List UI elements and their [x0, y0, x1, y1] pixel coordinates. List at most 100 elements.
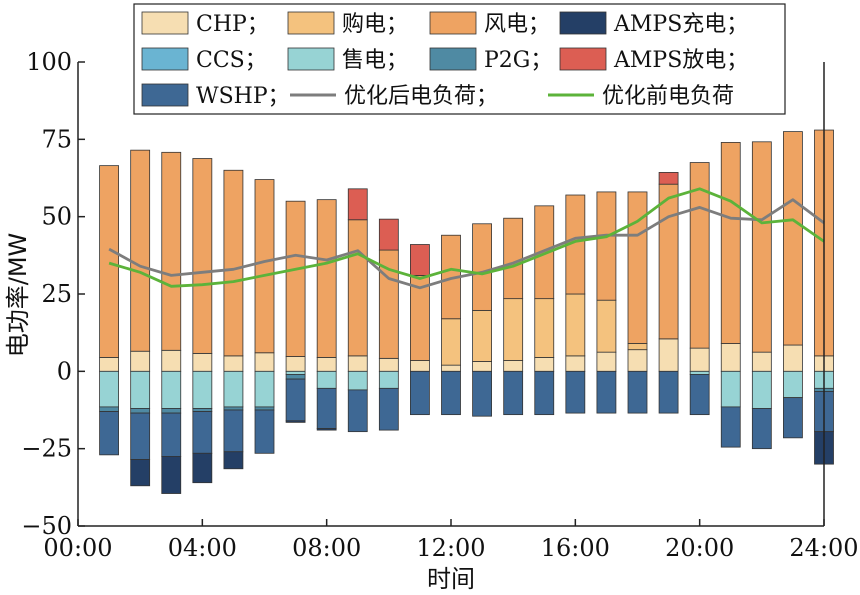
bar-segment-sell: [161, 370, 182, 409]
bar-segment-wind: [596, 191, 617, 301]
bar-segment-wshp: [347, 389, 368, 433]
bar-segment-wind: [192, 158, 213, 354]
bar-segment-p2g: [223, 406, 244, 411]
bar-segment-chp: [689, 347, 710, 372]
bar-segment-p2g: [99, 406, 119, 412]
y-tick-label: 50: [41, 203, 72, 231]
bar-segment-amps_discharge: [347, 188, 368, 221]
legend-label: WSHP；: [196, 84, 290, 109]
bar-segment-p2g: [130, 408, 151, 414]
bar-segment-wind: [316, 199, 337, 358]
bar-segment-sell: [347, 370, 368, 391]
legend-swatch: [559, 47, 607, 71]
bar-segment-wind: [161, 151, 182, 351]
bar-segment-chp: [192, 352, 213, 372]
y-tick-label: 75: [41, 125, 72, 153]
bar-segment-wind: [254, 179, 275, 354]
legend-label: AMPS充电；: [613, 12, 748, 37]
bar-segment-wind: [99, 165, 119, 358]
bar-segment-chp: [99, 357, 119, 372]
bar-segment-wshp: [565, 370, 586, 414]
legend: CHP； 购电； 风电； AMPS充电； CCS； 售电； P2G； AMPS放电； WSHP；…: [133, 3, 786, 115]
bar-segment-wshp: [254, 409, 275, 454]
bar-segment-sell: [751, 370, 772, 409]
bar-segment-amps_charge: [223, 451, 244, 470]
bar-segment-wind: [534, 205, 555, 300]
legend-label: 风电；: [484, 12, 550, 37]
bar-segment-sell: [223, 370, 244, 408]
bar-segment-wind: [658, 183, 679, 340]
bar-segment-p2g: [285, 374, 306, 380]
bar-segment-chp: [783, 344, 803, 372]
bar-segment-wshp: [783, 397, 803, 439]
legend-swatch: [429, 47, 477, 71]
legend-swatch: [287, 11, 335, 35]
bar-segment-chp: [347, 355, 368, 372]
bar-segment-amps_discharge: [378, 218, 399, 251]
bar-segment-amps_charge: [285, 420, 306, 423]
bar-segment-p2g: [192, 408, 213, 412]
bar-segment-buy: [503, 298, 524, 361]
bar-segment-wind: [783, 131, 803, 346]
bar-segment-chp: [751, 351, 772, 372]
bar-segment-chp: [130, 350, 151, 372]
bar-segment-buy: [441, 318, 461, 366]
bar-segment-p2g: [161, 408, 182, 414]
legend-swatch: [141, 83, 189, 107]
bar-segment-wind: [130, 149, 151, 352]
legend-swatch: [287, 47, 335, 71]
bar-segment-wshp: [534, 370, 555, 416]
bar-segment-wind: [285, 200, 306, 357]
bar-segment-wind: [223, 169, 244, 357]
y-tick-label: 0: [57, 357, 72, 385]
bar-segment-chp: [503, 360, 524, 372]
bar-segment-wshp: [689, 374, 710, 416]
bar-segment-chp: [285, 356, 306, 372]
y-tick-label: −50: [21, 512, 72, 540]
legend-label: AMPS放电；: [613, 48, 748, 73]
y-tick-label: 100: [26, 48, 72, 76]
bar-segment-wshp: [503, 370, 524, 416]
legend-label: 优化后电负荷；: [344, 84, 498, 109]
legend-label: 购电；: [342, 12, 408, 37]
bar-segment-wshp: [378, 387, 399, 431]
legend-swatch: [141, 11, 189, 35]
legend-label: 优化前电负荷: [602, 84, 734, 109]
bar-segment-wind: [720, 142, 741, 344]
bar-segment-wind: [503, 217, 524, 300]
y-tick-label: −25: [21, 435, 72, 463]
bar-segment-wind: [751, 141, 772, 353]
x-axis-title: 时间: [427, 565, 475, 593]
axes-layer: −50 −25 0 25 50 75 100 00:00 04:00 08:00 12:00 16:0…: [21, 48, 858, 562]
bar-segment-wshp: [99, 411, 119, 456]
bar-segment-wshp: [130, 412, 151, 460]
bar-segment-amps_discharge: [410, 244, 430, 276]
y-tick-label: 25: [41, 280, 72, 308]
bar-segment-sell: [378, 370, 399, 389]
bar-segment-chp: [565, 355, 586, 372]
legend-label: P2G；: [484, 48, 552, 73]
bar-segment-buy: [472, 309, 492, 362]
bar-segment-sell: [689, 370, 710, 375]
bar-segment-chp: [378, 357, 399, 372]
y-axis-title: 电功率/MW: [4, 233, 32, 358]
bar-segment-chp: [223, 355, 244, 372]
bar-segment-wshp: [316, 387, 337, 429]
bar-segment-chp: [472, 361, 492, 372]
bar-segment-buy: [534, 298, 555, 358]
bar-segment-wshp: [161, 412, 182, 457]
bar-segment-sell: [316, 370, 337, 389]
x-tick-label: 08:00: [292, 534, 361, 562]
x-tick-label: 12:00: [416, 534, 485, 562]
bar-segment-chp: [596, 351, 617, 372]
bar-segment-chp: [254, 352, 275, 372]
bar-segment-amps_charge: [316, 428, 337, 431]
bar-segment-wshp: [223, 409, 244, 453]
legend-swatch: [141, 47, 189, 71]
bar-segment-buy: [596, 299, 617, 353]
x-tick-label: 20:00: [665, 534, 734, 562]
x-tick-label: 04:00: [168, 534, 237, 562]
bar-segment-p2g: [254, 406, 275, 411]
bar-segment-wshp: [410, 370, 430, 416]
